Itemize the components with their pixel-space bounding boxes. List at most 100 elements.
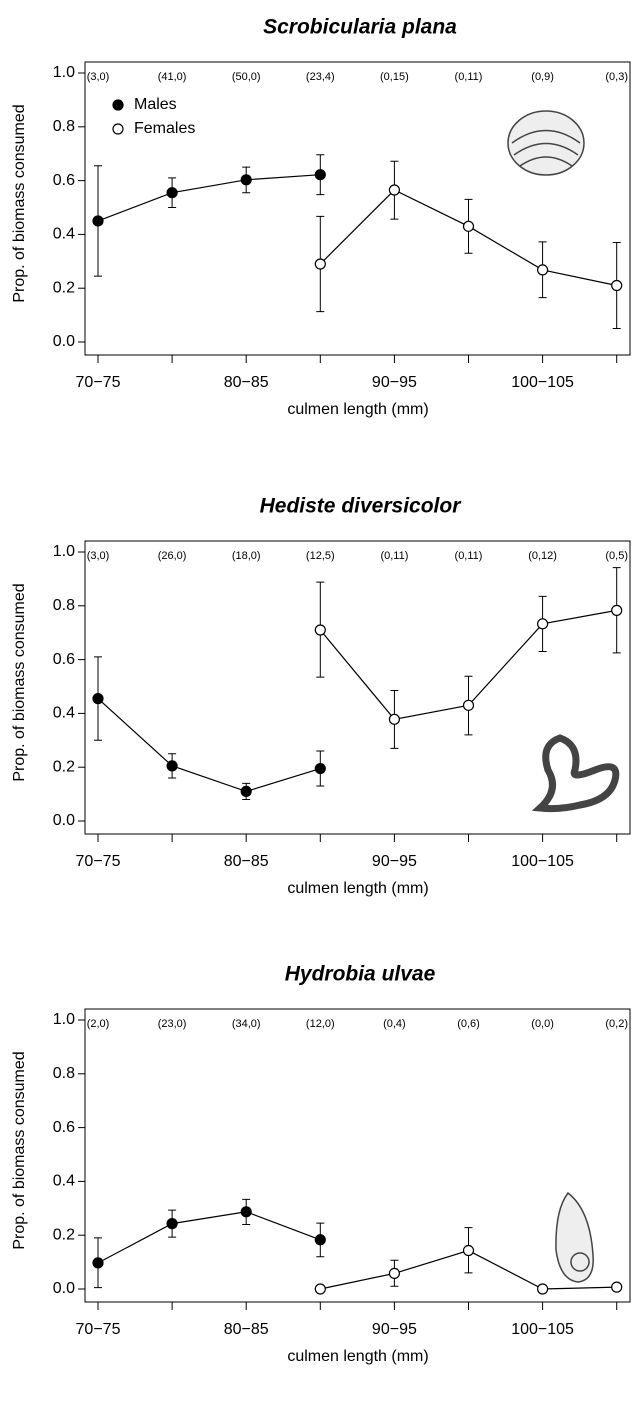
- point: [462, 699, 475, 711]
- sample-size: (23,0): [158, 1018, 187, 1030]
- snail-aperture: [570, 1252, 590, 1272]
- icons: [507, 110, 620, 1283]
- sample-size: (0,11): [380, 550, 408, 562]
- y-tick-label: 0.6: [53, 1119, 75, 1136]
- sample-size: (0,0): [531, 1018, 554, 1030]
- x-tick-label: 80−85: [224, 374, 269, 391]
- sample-size: (0,11): [455, 550, 483, 562]
- y-axis-label: Prop. of biomass consumed: [11, 104, 28, 302]
- x-tick-label: 80−85: [224, 853, 269, 870]
- sample-size: (50,0): [232, 71, 261, 83]
- series-line: [97, 1211, 321, 1264]
- y-tick-label: 1.0: [53, 64, 75, 81]
- chart-title: Hydrobia ulvae: [285, 963, 436, 986]
- point: [166, 1218, 178, 1230]
- y-tick-label: 0.6: [53, 172, 75, 189]
- sample-size: (0,11): [455, 71, 483, 83]
- x-tick-label: 100−105: [511, 1321, 574, 1338]
- point: [92, 1257, 104, 1269]
- y-tick-label: 1.0: [53, 1011, 75, 1028]
- y-tick-label: 0.4: [53, 705, 75, 722]
- legend-label: Males: [134, 96, 177, 113]
- y-axis-label: Prop. of biomass consumed: [11, 1051, 28, 1249]
- sample-size: (12,0): [306, 1018, 335, 1030]
- y-tick-label: 0.2: [53, 758, 75, 775]
- point: [314, 1283, 326, 1295]
- y-tick-label: 0.4: [53, 226, 75, 243]
- point: [314, 169, 326, 181]
- x-tick-label: 70−75: [76, 374, 121, 391]
- series-line: [97, 174, 321, 222]
- worm-icon: [531, 734, 620, 813]
- sample-size: (0,3): [605, 71, 628, 83]
- point: [240, 785, 252, 798]
- y-tick-label: 0.8: [53, 597, 75, 614]
- legend-marker: [112, 99, 124, 111]
- sample-size: (0,15): [380, 71, 409, 83]
- sample-size: (3,0): [87, 71, 110, 83]
- x-tick-label: 100−105: [511, 853, 574, 870]
- plot-frame: [84, 1008, 631, 1303]
- x-axis-label: culmen length (mm): [287, 880, 428, 897]
- sample-size: (0,5): [605, 550, 628, 562]
- sample-size: (26,0): [158, 550, 187, 562]
- sample-size: (12,5): [306, 550, 335, 562]
- clam-ridges: [511, 129, 581, 167]
- y-tick-label: 0.2: [53, 1226, 75, 1243]
- y-tick-label: 0.6: [53, 651, 75, 668]
- point: [314, 624, 326, 636]
- x-tick-label: 80−85: [224, 1321, 269, 1338]
- y-tick-label: 0.8: [53, 118, 75, 135]
- point: [388, 1267, 400, 1279]
- point: [240, 174, 252, 186]
- chart-title: Scrobicularia plana: [263, 16, 457, 39]
- sample-size: (0,6): [457, 1018, 480, 1030]
- sample-size: (0,12): [528, 550, 557, 562]
- snail-icon: [555, 1191, 594, 1283]
- point: [314, 1234, 326, 1246]
- point: [536, 1283, 549, 1295]
- x-axis-label: culmen length (mm): [287, 1348, 428, 1365]
- legend-label: Females: [134, 120, 195, 137]
- y-tick-label: 1.0: [53, 543, 75, 560]
- sample-size: (0,4): [383, 1018, 406, 1030]
- point: [536, 618, 549, 630]
- point: [611, 1281, 623, 1293]
- point: [388, 184, 400, 196]
- sample-size: (18,0): [232, 550, 261, 562]
- y-tick-label: 0.0: [53, 1280, 75, 1297]
- y-tick-label: 0.8: [53, 1065, 75, 1082]
- x-tick-label: 90−95: [372, 1321, 417, 1338]
- y-tick-label: 0.2: [53, 279, 75, 296]
- x-tick-label: 90−95: [372, 853, 417, 870]
- sample-size: (0,9): [531, 71, 554, 83]
- point: [388, 713, 400, 725]
- y-tick-label: 0.0: [53, 812, 75, 829]
- point: [166, 187, 178, 199]
- x-tick-label: 70−75: [76, 853, 121, 870]
- point: [314, 762, 326, 775]
- sample-size: (2,0): [87, 1018, 110, 1030]
- point: [462, 1244, 475, 1257]
- sample-size: (0,2): [605, 1018, 628, 1030]
- point: [314, 258, 326, 270]
- plot-frame: [84, 61, 631, 356]
- x-tick-label: 100−105: [511, 374, 574, 391]
- point: [536, 264, 549, 276]
- y-tick-label: 0.4: [53, 1173, 75, 1190]
- y-axis-label: Prop. of biomass consumed: [11, 583, 28, 781]
- sample-size: (23,4): [306, 71, 335, 83]
- point: [611, 279, 623, 292]
- point: [166, 760, 178, 772]
- legend-marker: [112, 123, 124, 135]
- point: [611, 604, 623, 616]
- point: [462, 220, 475, 232]
- x-tick-label: 90−95: [372, 374, 417, 391]
- sample-size: (34,0): [232, 1018, 261, 1030]
- x-tick-label: 70−75: [76, 1321, 121, 1338]
- sample-size: (3,0): [87, 550, 110, 562]
- chart-title: Hediste diversicolor: [260, 495, 463, 518]
- point: [92, 215, 104, 227]
- plot-frame: [84, 540, 631, 835]
